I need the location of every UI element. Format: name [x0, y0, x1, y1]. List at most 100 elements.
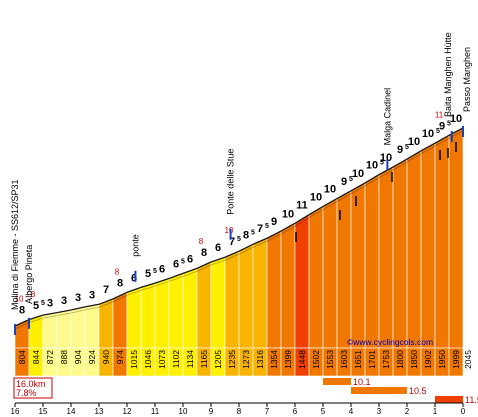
altitude-label: 1701 [367, 350, 377, 369]
profile-segment [308, 205, 324, 349]
gradient-label: 3 [47, 298, 53, 310]
gradient-label: 6 [159, 263, 165, 275]
x-tick-label: 4 [349, 407, 354, 416]
profile-segment [196, 261, 212, 349]
gradient-label: 9 [397, 144, 403, 156]
max-gradient-label: 11 [435, 110, 444, 119]
profile-segment [392, 158, 408, 349]
altitude-label: 1651 [353, 350, 363, 369]
max-gradient-label: 8 [31, 290, 36, 299]
altitude-label: 1273 [241, 350, 251, 369]
profile-segment [266, 230, 282, 349]
gradient-decimal: 5 [405, 144, 409, 151]
gradient-decimal: 5 [41, 300, 45, 307]
gradient-label: 9 [271, 216, 277, 228]
gradient-label: 10 [408, 136, 420, 148]
gradient-label: 9 [439, 120, 445, 132]
gradient-label: 5 [145, 268, 151, 280]
gradient-label: 3 [75, 292, 81, 304]
altitude-label: 1354 [269, 350, 279, 369]
x-tick-label: 14 [67, 407, 76, 416]
gradient-label: 10 [422, 128, 434, 140]
altitude-label: 1603 [339, 350, 349, 369]
max-gradient-label: 10 [15, 295, 24, 304]
gradient-label: 6 [173, 258, 179, 270]
profile-segment [210, 256, 226, 349]
steepest-label: 10.1 [353, 377, 371, 387]
altitude-label: 1999 [451, 350, 461, 369]
profile-segment [168, 272, 184, 349]
profile-area [14, 127, 464, 349]
profile-segment [182, 267, 198, 349]
altitude-label: 940 [101, 350, 111, 364]
profile-segment [140, 282, 156, 349]
x-tick-label: 6 [293, 407, 298, 416]
altitude-label: 974 [115, 350, 125, 364]
x-tick-label: 12 [123, 407, 132, 416]
altitude-label: 1134 [185, 350, 195, 369]
gradient-label: 10 [366, 160, 378, 172]
place-label: Molina di Fiemme - SS612/SP31 [10, 179, 20, 310]
summary-gradient: 7.8% [16, 388, 37, 398]
place-label: Malga Cadinel [382, 88, 392, 146]
altitude-label: 1553 [325, 350, 335, 369]
gradient-decimal: 5 [380, 160, 384, 167]
gradient-label: 3 [89, 289, 95, 301]
steepest-label: 11.5 [465, 395, 478, 405]
max-gradient-label: 10 [225, 226, 234, 235]
altitude-label: 1399 [283, 350, 293, 369]
x-tick-label: 8 [237, 407, 242, 416]
profile-segment [434, 134, 450, 349]
profile-segment [336, 190, 352, 349]
gradient-decimal: 5 [251, 229, 255, 236]
x-tick-label: 10 [179, 407, 188, 416]
altitude-label: 1165 [199, 350, 209, 369]
gradient-decimal: 5 [349, 176, 353, 183]
steepest-bar [323, 378, 351, 385]
profile-segment [294, 214, 310, 349]
gradient-label: 8 [201, 247, 207, 259]
altitude-label: 872 [45, 350, 55, 364]
gradient-label: 7 [103, 284, 109, 296]
profile-segment [406, 150, 422, 349]
x-tick-label: 11 [151, 407, 160, 416]
altitude-label: 1316 [255, 350, 265, 369]
profile-segment [84, 303, 100, 349]
gradient-label: 10 [324, 184, 336, 196]
place-label: Passo Manghen [462, 47, 472, 112]
gradient-decimal: 5 [153, 268, 157, 275]
x-tick-label: 1 [433, 407, 438, 416]
x-tick-label: 15 [39, 407, 48, 416]
gradient-label: 6 [131, 272, 137, 284]
gradient-decimal: 5 [181, 258, 185, 265]
summary-distance: 16.0km [16, 379, 46, 389]
altitude-label: 1950 [437, 350, 447, 369]
gradient-label: 11 [296, 200, 308, 212]
altitude-label: 1102 [171, 350, 181, 369]
source-credit: ©www.cyclingcols.com [347, 337, 433, 347]
altitude-label: 1073 [157, 350, 167, 369]
altitude-label: 804 [17, 350, 27, 364]
profile-segment [364, 174, 380, 349]
place-label: ponte [130, 234, 140, 257]
profile-segment [56, 309, 72, 349]
profile-segment [126, 286, 142, 349]
x-axis: 16 15 14 13 12 11 10 9 8 7 6 5 4 3 2 1 0 [11, 402, 466, 416]
steepest-label: 10.5 [409, 386, 427, 396]
summary-box [13, 377, 53, 399]
x-tick-label: 5 [321, 407, 326, 416]
gradient-decimal: 5 [265, 223, 269, 230]
altitude-label: 1502 [311, 350, 321, 369]
altitude-label: 1015 [129, 350, 139, 369]
altitude-label: 844 [31, 350, 41, 364]
gradient-label: 8 [243, 229, 249, 241]
altitude-label: 1850 [409, 350, 419, 369]
profile-segment [224, 250, 240, 349]
profile-segment [238, 243, 254, 349]
x-tick-label: 0 [461, 407, 466, 416]
gradient-label: 3 [61, 295, 67, 307]
steepest-sections: 10.1 10.5 11.5 [323, 377, 478, 405]
profile-segment [350, 182, 366, 349]
